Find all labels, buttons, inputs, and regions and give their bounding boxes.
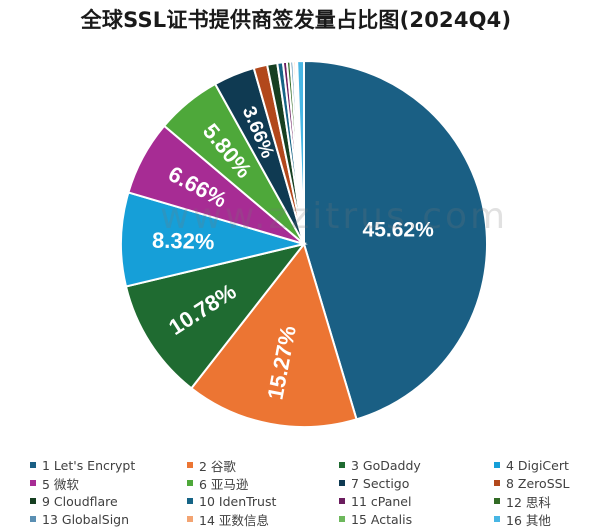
chart-title: 全球SSL证书提供商签发量占比图(2024Q4) [80, 8, 512, 32]
legend-item-5: 5 微软 [30, 474, 187, 492]
legend-label: 3 GoDaddy [351, 457, 421, 473]
legend-swatch [187, 480, 193, 486]
legend-item-9: 9 Cloudflare [30, 492, 187, 510]
legend-swatch [494, 498, 500, 504]
legend-item-3: 3 GoDaddy [339, 456, 494, 474]
legend-label: 15 Actalis [351, 511, 413, 527]
legend-swatch [494, 516, 500, 522]
pie-slice-3 [124, 242, 307, 390]
legend-item-10: 10 IdenTrust [187, 492, 339, 510]
legend-item-12: 12 思科 [494, 492, 590, 510]
legend-label: 14 亚数信息 [199, 512, 269, 528]
legend-label: 5 微软 [42, 476, 79, 492]
legend-item-15: 15 Actalis [339, 510, 494, 528]
pie-slice-2 [189, 241, 358, 428]
legend-item-13: 13 GlobalSign [30, 510, 187, 528]
legend-item-16: 16 其他 [494, 510, 590, 528]
legend-swatch [187, 462, 193, 468]
legend-swatch [494, 480, 500, 486]
legend-item-4: 4 DigiCert [494, 456, 590, 474]
legend-swatch [339, 462, 345, 468]
legend-label: 7 Sectigo [351, 475, 410, 491]
legend-item-2: 2 谷歌 [187, 456, 339, 474]
legend-swatch [30, 462, 36, 468]
legend-item-11: 11 cPanel [339, 492, 494, 510]
pie-slice-1 [303, 59, 489, 421]
legend-swatch [30, 480, 36, 486]
legend-swatch [187, 498, 193, 504]
legend-swatch [339, 498, 345, 504]
legend-swatch [30, 516, 36, 522]
pie-slice-16 [296, 59, 305, 245]
legend-item-1: 1 Let's Encrypt [30, 456, 187, 474]
legend: 1 Let's Encrypt 2 谷歌 3 GoDaddy 4 DigiCert 5 … [30, 456, 590, 528]
legend-label: 10 IdenTrust [199, 493, 277, 509]
pie-chart: 45.62%15.27%10.78%8.32%6.66%5.80%3.66% [120, 59, 489, 428]
pie-data-label-4: 8.32% [152, 228, 215, 255]
legend-item-14: 14 亚数信息 [187, 510, 339, 528]
legend-label: 1 Let's Encrypt [42, 457, 136, 473]
legend-label: 11 cPanel [351, 493, 412, 509]
legend-swatch [339, 480, 345, 486]
pie-data-label-1: 45.62% [363, 219, 435, 242]
legend-swatch [494, 462, 500, 468]
legend-item-6: 6 亚马逊 [187, 474, 339, 492]
legend-label: 2 谷歌 [199, 458, 236, 474]
pie-slice-4 [120, 191, 308, 288]
legend-label: 9 Cloudflare [42, 493, 118, 509]
legend-swatch [30, 498, 36, 504]
legend-swatch [339, 516, 345, 522]
legend-label: 13 GlobalSign [42, 511, 130, 527]
legend-label: 8 ZeroSSL [506, 475, 570, 491]
legend-swatch [187, 516, 193, 522]
legend-label: 6 亚马逊 [199, 476, 249, 492]
legend-label: 12 思科 [506, 494, 551, 510]
legend-label: 16 其他 [506, 512, 551, 528]
legend-item-7: 7 Sectigo [339, 474, 494, 492]
legend-item-8: 8 ZeroSSL [494, 474, 590, 492]
legend-label: 4 DigiCert [506, 457, 569, 473]
